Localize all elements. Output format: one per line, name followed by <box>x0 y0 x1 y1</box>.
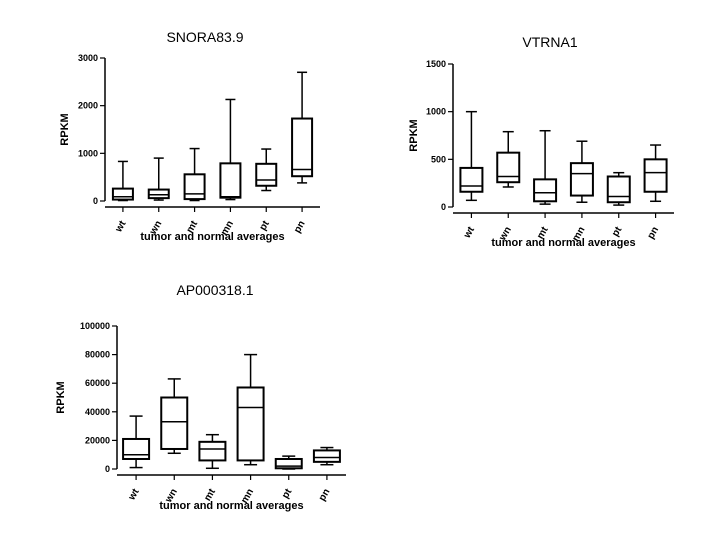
iqr-box <box>219 162 242 199</box>
category-label: pn <box>317 487 333 503</box>
x-axis-label: tumor and normal averages <box>491 237 635 249</box>
category-label: wt <box>113 218 129 235</box>
box-wt <box>111 160 134 202</box>
box-pn <box>312 446 341 466</box>
iqr-box <box>274 457 303 470</box>
y-axis-label: RPKM <box>408 119 420 151</box>
iqr-box <box>122 437 151 460</box>
y-tick-label: 0 <box>93 196 98 206</box>
iqr-box <box>643 158 668 193</box>
y-tick-label: 40000 <box>85 407 110 417</box>
box-mt <box>183 147 206 202</box>
iqr-box <box>111 187 134 201</box>
box-mn <box>219 98 242 201</box>
y-tick-label: 1500 <box>426 59 446 69</box>
y-tick-label: 0 <box>105 464 110 474</box>
iqr-box <box>533 178 558 203</box>
iqr-box <box>183 173 206 201</box>
chart-title: SNORA83.9 <box>166 29 243 45</box>
y-tick-label: 80000 <box>85 350 110 360</box>
box-pt <box>606 171 631 206</box>
chart-title: AP000318.1 <box>176 282 253 298</box>
category-label: pt <box>280 486 295 500</box>
y-tick-label: 100000 <box>80 321 110 331</box>
iqr-box <box>291 117 314 178</box>
box-pt <box>255 148 278 192</box>
iqr-box <box>147 188 170 200</box>
box-wt <box>122 415 151 469</box>
box-wn <box>147 157 170 201</box>
box-wn <box>496 130 521 188</box>
category-label: wt <box>461 224 477 241</box>
iqr-box <box>606 175 631 204</box>
iqr-box <box>496 151 521 184</box>
iqr-box <box>312 449 341 463</box>
category-label: pn <box>292 219 308 235</box>
box-pt <box>274 455 303 470</box>
y-axis-label: RPKM <box>59 113 71 145</box>
category-label: pn <box>646 225 662 241</box>
y-tick-label: 1000 <box>78 148 98 158</box>
y-tick-label: 1000 <box>426 107 446 117</box>
box-pn <box>291 71 314 184</box>
box-mn <box>236 353 265 466</box>
box-wt <box>459 110 484 202</box>
box-mt <box>198 433 227 470</box>
iqr-box <box>198 440 227 462</box>
iqr-box <box>255 162 278 187</box>
y-tick-label: 20000 <box>85 435 110 445</box>
category-label: wt <box>126 486 142 503</box>
y-tick-label: 3000 <box>78 53 98 63</box>
y-tick-label: 2000 <box>78 101 98 111</box>
y-tick-label: 60000 <box>85 378 110 388</box>
iqr-box <box>569 162 594 197</box>
chart-title: VTRNA1 <box>522 34 577 50</box>
chart-3: AP000318.1 0 20000 40000 60000 80000 100000 RPK… <box>55 282 346 512</box>
x-axis-label: tumor and normal averages <box>159 500 303 512</box>
y-axis-label: RPKM <box>55 381 67 413</box>
iqr-box <box>160 396 189 450</box>
iqr-box <box>236 386 265 462</box>
box-mt <box>533 129 558 205</box>
box-mn <box>569 140 594 203</box>
box-pn <box>643 144 668 203</box>
iqr-box <box>459 166 484 193</box>
y-tick-label: 500 <box>431 154 446 164</box>
box-wn <box>160 378 189 455</box>
x-axis-label: tumor and normal averages <box>140 231 284 243</box>
y-tick-label: 0 <box>441 202 446 212</box>
